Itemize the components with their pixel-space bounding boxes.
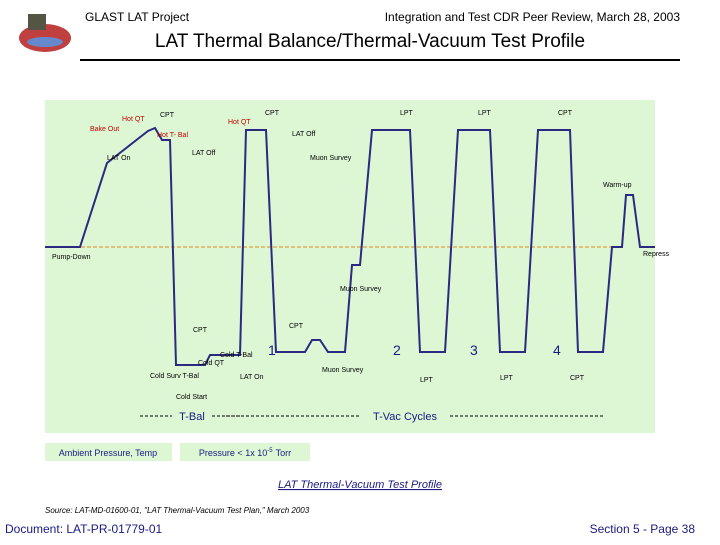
profile-label: Muon Survey [322, 367, 364, 374]
profile-label: LAT Off [192, 150, 215, 157]
profile-label: Hot QT [122, 116, 145, 123]
footer-page: Section 5 - Page 38 [590, 522, 696, 536]
profile-label: Cold Start [176, 394, 207, 401]
cycle-number: 3 [470, 342, 478, 358]
caption: LAT Thermal-Vacuum Test Profile [278, 479, 442, 491]
phase-tbal: T-Bal [179, 411, 205, 423]
profile-label: LPT [420, 377, 434, 384]
profile-label: CPT [289, 323, 304, 330]
cycle-number: 4 [553, 342, 561, 358]
cycle-number: 1 [268, 342, 276, 358]
profile-label: Pump-Down [52, 254, 91, 261]
footer-document: Document: LAT-PR-01779-01 [5, 522, 163, 536]
profile-label: Repress [643, 251, 670, 258]
profile-label: LPT [500, 375, 514, 382]
profile-label: Cold T-Bal [220, 352, 253, 359]
profile-label: Cold QT [198, 360, 225, 367]
diagram-bg [45, 100, 655, 433]
phase-tvac: T-Vac Cycles [373, 411, 437, 423]
meeting: Integration and Test CDR Peer Review, Ma… [385, 10, 681, 24]
profile-label: Warm-up [603, 182, 632, 189]
legend-vacuum: Pressure < 1x 10-5 Torr [199, 448, 291, 458]
title: LAT Thermal Balance/Thermal-Vacuum Test … [155, 31, 585, 52]
profile-label: LAT On [240, 374, 264, 381]
profile-label: LPT [400, 110, 414, 117]
profile-label: CPT [160, 112, 175, 119]
profile-label: CPT [558, 110, 573, 117]
profile-label: LPT [478, 110, 492, 117]
profile-label: Muon Survey [340, 286, 382, 293]
profile-label: LAT On [107, 155, 131, 162]
profile-label: CPT [193, 327, 208, 334]
profile-label: Hot QT [228, 119, 251, 126]
cycle-number: 2 [393, 342, 401, 358]
profile-label: LAT Off [292, 131, 315, 138]
profile-label: CPT [265, 110, 280, 117]
legend-ambient: Ambient Pressure, Temp [59, 448, 157, 458]
profile-label: CPT [570, 375, 585, 382]
profile-label: Bake Out [90, 126, 119, 133]
source: Source: LAT-MD-01600-01, "LAT Thermal-Va… [45, 506, 310, 515]
labels: Hot QT CPT Bake Out Hot T- Bal LAT On LAT Off… [52, 110, 670, 401]
profile [45, 126, 655, 366]
project: GLAST LAT Project [85, 10, 190, 24]
legend-vacuum-exponent: -5 [267, 448, 273, 454]
legend-box [180, 443, 310, 461]
legend-vacuum-unit: Torr [276, 448, 292, 458]
profile-label: Cold Surv T-Bal [150, 373, 199, 380]
profile-label: Hot T- Bal [157, 132, 188, 139]
legend-box [45, 443, 172, 461]
profile-label: Muon Survey [310, 155, 352, 162]
logo [19, 14, 71, 52]
legend-vacuum-text: Pressure < 1x 10 [199, 448, 267, 458]
